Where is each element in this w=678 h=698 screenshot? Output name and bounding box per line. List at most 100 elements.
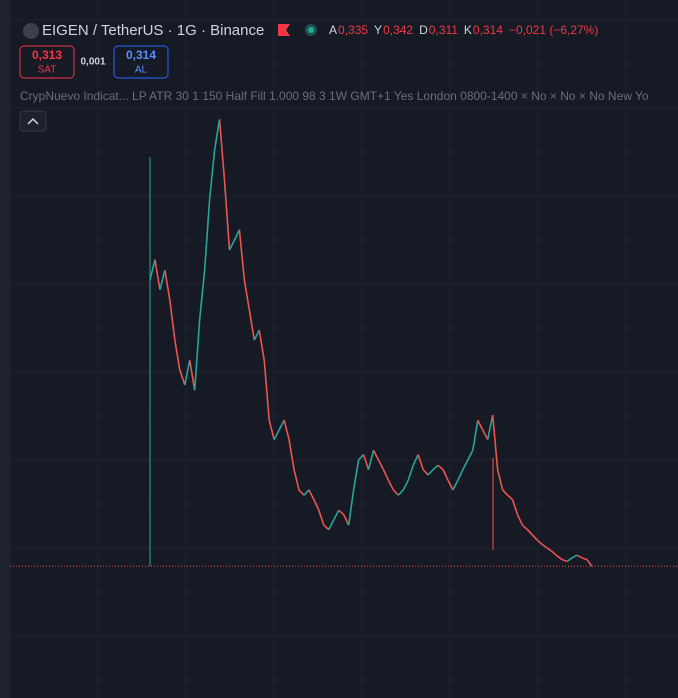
price-segment <box>566 557 573 563</box>
price-segment <box>462 459 469 470</box>
price-segment <box>278 419 285 431</box>
price-segment <box>531 534 538 541</box>
price-segment <box>502 489 509 496</box>
price-segment <box>367 450 375 470</box>
price-segment <box>387 479 395 491</box>
price-segment <box>457 469 464 481</box>
price-segment <box>253 329 260 341</box>
ohlc-value: 0,314 <box>473 23 503 37</box>
price-segment <box>581 557 588 561</box>
price-segment <box>407 464 414 481</box>
price-segment <box>377 459 385 470</box>
price-segment <box>402 479 409 491</box>
price-segment <box>521 524 528 531</box>
ohlc-key: Y <box>374 23 382 37</box>
price-segment <box>541 543 548 549</box>
collapse-button[interactable] <box>19 110 47 132</box>
price-segment <box>526 529 533 536</box>
price-segment <box>447 479 454 491</box>
price-segment <box>263 360 270 421</box>
price-segment <box>342 514 350 526</box>
collapse-icon <box>27 117 39 125</box>
price-segment <box>333 509 340 521</box>
price-segment <box>392 489 399 496</box>
price-segment <box>183 360 191 386</box>
status-dot <box>308 27 314 33</box>
price-segment <box>293 469 300 491</box>
price-segment <box>298 489 305 496</box>
price-segment <box>358 454 365 461</box>
ohlc-key: K <box>464 23 472 37</box>
price-segment <box>507 494 514 501</box>
price-segment <box>268 420 275 440</box>
price-segment <box>238 229 246 281</box>
price-segment <box>556 555 563 561</box>
sell-label: SAT <box>38 65 57 76</box>
spread: 0,001 <box>80 57 105 68</box>
ohlc: A 0,335 Y 0,342 D 0,311 K 0,314 −0,021 (−6,27%) <box>329 23 598 37</box>
price-segment <box>223 180 231 251</box>
price-segment <box>328 519 335 530</box>
ohlc-change: −0,021 (−6,27%) <box>509 23 598 37</box>
price-segment <box>437 464 444 471</box>
price-segment <box>318 509 325 526</box>
price-segment <box>362 454 370 470</box>
left-toolbar <box>0 0 10 698</box>
buy-button[interactable] <box>113 45 169 79</box>
price-segment <box>174 339 181 371</box>
price-segment <box>308 489 315 500</box>
price-segment <box>397 489 404 496</box>
price-segment <box>164 270 171 301</box>
price-segment <box>159 270 166 290</box>
price-segment <box>477 419 484 431</box>
price-segment <box>372 449 380 461</box>
price-segment <box>412 454 419 466</box>
plot <box>10 119 678 567</box>
price-segment <box>452 479 459 491</box>
price-segment <box>208 150 216 200</box>
indicator-legend[interactable]: CrypNuevo Indicat... LP ATR 30 1 150 Hal… <box>20 89 649 103</box>
price-segment <box>273 429 280 440</box>
price-segment <box>248 309 256 341</box>
symbol-icon <box>23 23 39 39</box>
price-segment <box>213 119 221 151</box>
price-segment <box>323 524 330 531</box>
price-segment <box>486 414 494 440</box>
flag-icon[interactable] <box>278 24 290 36</box>
ohlc-key: A <box>329 23 337 37</box>
price-segment <box>571 554 578 559</box>
price-segment <box>536 539 543 546</box>
price-segment <box>417 454 424 470</box>
price-segment <box>442 469 449 481</box>
price-segment <box>198 270 206 320</box>
symbol-title[interactable]: EIGEN / TetherUS · 1G · Binance <box>42 22 264 39</box>
price-segment <box>551 551 558 557</box>
price-segment <box>472 420 479 451</box>
price-segment <box>258 330 266 361</box>
price-segment <box>467 449 474 461</box>
ohlc-key: D <box>419 23 428 37</box>
price-segment <box>283 420 290 440</box>
price-segment <box>218 119 226 181</box>
sell-price: 0,313 <box>32 48 62 62</box>
price-segment <box>511 499 519 515</box>
price-segment <box>432 464 439 471</box>
buy-price: 0,314 <box>126 48 156 62</box>
price-segment <box>352 459 360 491</box>
price-segment <box>303 489 310 496</box>
ohlc-value: 0,335 <box>338 23 368 37</box>
price-segment <box>576 554 583 559</box>
price-segment <box>561 558 568 563</box>
price-segment <box>338 509 345 516</box>
price-segment <box>382 469 390 481</box>
price-segment <box>313 499 320 511</box>
price-segment <box>546 547 553 553</box>
price-segment <box>193 319 201 391</box>
price-segment <box>496 469 504 491</box>
price-segment <box>516 514 524 526</box>
sell-button[interactable] <box>19 45 75 79</box>
price-segment <box>203 199 211 271</box>
price-segment <box>288 439 295 470</box>
ohlc-value: 0,342 <box>383 23 413 37</box>
